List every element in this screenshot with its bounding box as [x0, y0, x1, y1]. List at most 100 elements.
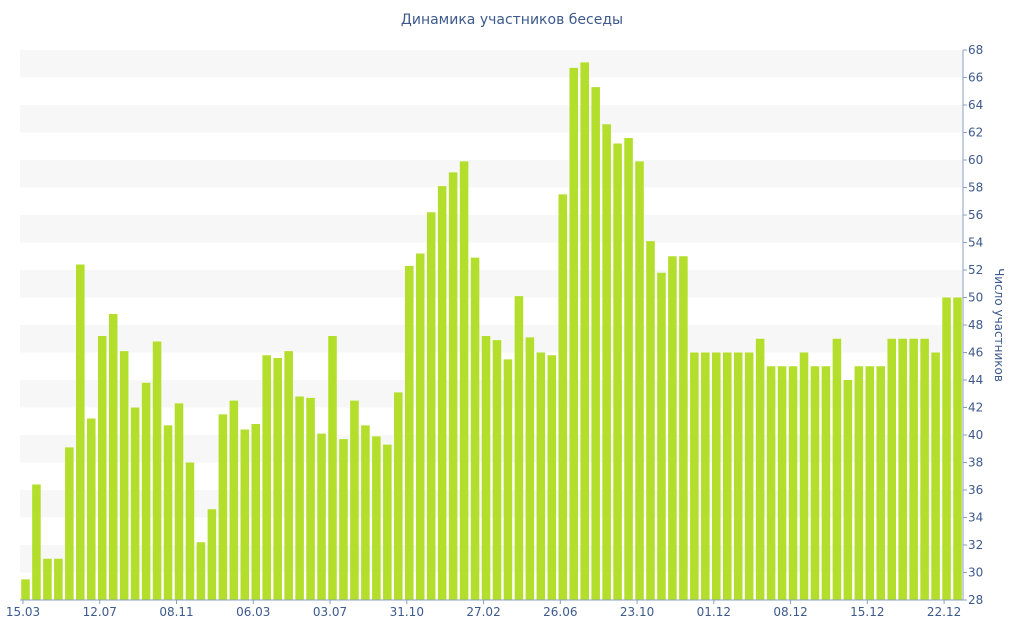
bar — [32, 484, 41, 600]
bar — [613, 143, 622, 600]
grid-band — [20, 380, 963, 408]
bar — [690, 352, 699, 600]
bar — [646, 241, 655, 600]
x-tick-label: 01.12 — [697, 605, 731, 619]
bar — [909, 338, 918, 600]
bar — [503, 359, 513, 600]
bar — [777, 366, 787, 600]
bar — [350, 400, 359, 600]
bar — [602, 124, 611, 600]
y-tick-label: 54 — [968, 236, 983, 250]
bar — [635, 161, 644, 600]
bar — [86, 418, 96, 600]
y-axis-label: Число участников — [992, 268, 1006, 382]
bar — [788, 366, 798, 600]
bar — [76, 264, 85, 600]
bar — [372, 436, 381, 600]
bar — [547, 355, 557, 600]
bar — [295, 396, 304, 600]
bar — [284, 351, 293, 600]
bar — [328, 336, 337, 600]
bar — [459, 161, 469, 600]
bar — [306, 397, 315, 600]
bar — [119, 351, 129, 600]
y-tick-label: 66 — [968, 71, 983, 85]
y-tick-label: 50 — [968, 291, 983, 305]
y-tick-label: 60 — [968, 153, 983, 167]
bar — [218, 414, 228, 600]
bar — [152, 341, 162, 600]
bar — [733, 352, 743, 600]
y-tick-label: 62 — [968, 126, 983, 140]
grid-band — [20, 215, 963, 243]
bar — [415, 253, 425, 600]
y-tick-label: 68 — [968, 43, 983, 57]
grid-band — [20, 50, 963, 78]
bar — [668, 256, 677, 600]
bar — [744, 352, 754, 600]
bar — [130, 407, 140, 600]
grid-band — [20, 435, 963, 463]
x-tick-label: 06.03 — [236, 605, 270, 619]
bar — [755, 338, 765, 600]
bar — [865, 366, 875, 600]
bar — [558, 194, 568, 600]
bar — [931, 352, 940, 600]
y-tick-label: 32 — [968, 538, 983, 552]
grid-band — [20, 105, 963, 133]
bar — [580, 62, 589, 600]
x-tick-label: 23.10 — [620, 605, 654, 619]
bar — [394, 392, 403, 600]
y-tick-label: 56 — [968, 208, 983, 222]
x-tick-label: 15.12 — [850, 605, 884, 619]
grid-band — [20, 325, 963, 353]
y-tick-label: 38 — [968, 456, 983, 470]
bar — [43, 558, 52, 600]
bar — [207, 509, 217, 600]
bar — [262, 355, 271, 600]
bar — [448, 172, 458, 600]
grid-band — [20, 160, 963, 188]
y-tick-label: 42 — [968, 401, 983, 415]
bar — [591, 87, 600, 600]
bar — [437, 186, 447, 600]
bar — [799, 352, 809, 600]
bar — [339, 439, 348, 600]
y-tick-label: 28 — [968, 593, 983, 607]
bar — [54, 558, 63, 600]
y-tick-label: 64 — [968, 98, 983, 112]
x-tick-label: 27.02 — [466, 605, 500, 619]
bar — [821, 366, 831, 600]
grid-band — [20, 545, 963, 573]
bar — [383, 444, 392, 600]
x-tick-label: 22.12 — [927, 605, 961, 619]
bar — [481, 336, 491, 600]
bar — [65, 447, 74, 600]
axes: 28 30 32 34 36 38 40 42 44 46 48 50 52 54 56 58 60 62 64 66… — [6, 43, 983, 619]
bar — [163, 425, 173, 600]
y-tick-label: 48 — [968, 318, 983, 332]
x-tick-label: 08.12 — [773, 605, 807, 619]
y-tick-label: 30 — [968, 566, 983, 580]
x-tick-label: 26.06 — [543, 605, 577, 619]
bar — [108, 314, 118, 600]
bar — [832, 338, 842, 600]
bar — [470, 257, 480, 600]
bar — [712, 352, 721, 600]
bar — [657, 272, 666, 600]
bar-series — [21, 62, 962, 600]
y-tick-label: 46 — [968, 346, 983, 360]
bar — [426, 212, 436, 600]
bar — [887, 338, 897, 600]
bar — [701, 352, 710, 600]
x-tick-label: 03.07 — [313, 605, 347, 619]
bar — [317, 433, 326, 600]
y-tick-label: 40 — [968, 428, 983, 442]
bar — [514, 296, 524, 600]
grid-bands — [20, 50, 963, 573]
bar — [404, 265, 414, 600]
y-tick-label: 34 — [968, 511, 983, 525]
bar — [525, 337, 535, 600]
